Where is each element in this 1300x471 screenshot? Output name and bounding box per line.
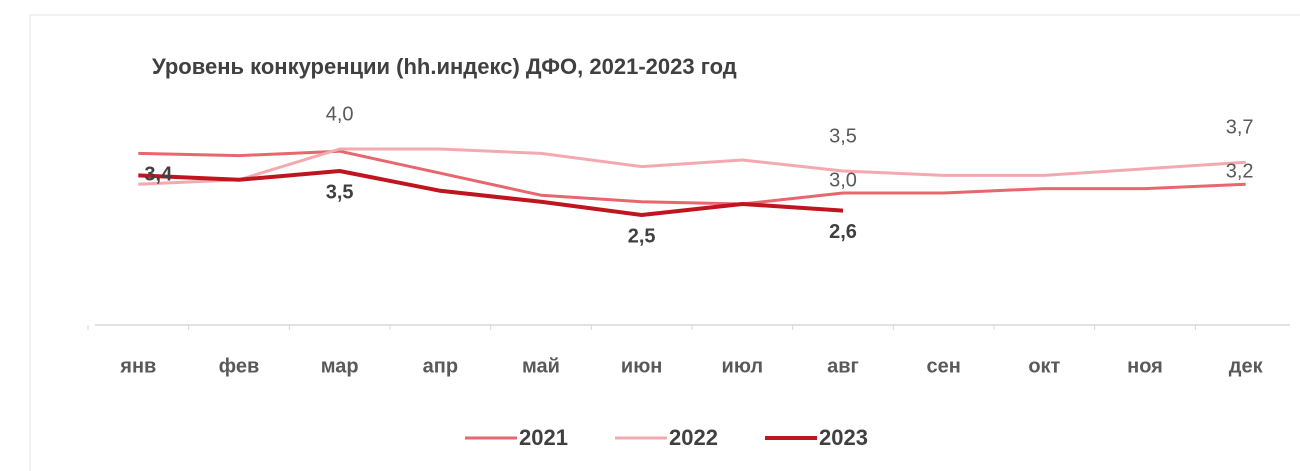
x-tick-label: мар xyxy=(321,355,359,377)
chart-title: Уровень конкуренции (hh.индекс) ДФО, 202… xyxy=(152,54,737,79)
x-tick-label: май xyxy=(522,355,560,377)
x-tick-label: окт xyxy=(1028,355,1060,377)
data-label: 3,5 xyxy=(326,181,354,203)
data-label: 3,0 xyxy=(829,169,857,191)
legend-label: 2021 xyxy=(519,425,568,450)
x-tick-label: авг xyxy=(827,355,859,377)
data-label: 3,7 xyxy=(1226,116,1254,138)
series-line xyxy=(138,149,1246,206)
x-tick-label: июн xyxy=(621,355,662,377)
x-tick-label: янв xyxy=(119,355,156,377)
x-tick-label: апр xyxy=(423,355,458,377)
data-label: 2,5 xyxy=(628,225,656,247)
legend-label: 2022 xyxy=(669,425,718,450)
x-tick-label: дек xyxy=(1229,355,1264,377)
data-label: 4,0 xyxy=(326,103,354,125)
x-tick-label: сен xyxy=(927,355,961,377)
data-label: 3,2 xyxy=(1226,160,1254,182)
x-tick-label: ноя xyxy=(1127,355,1163,377)
series-line xyxy=(138,147,1246,186)
chart-frame xyxy=(29,14,1300,471)
data-label: 2,6 xyxy=(829,221,857,243)
series-line xyxy=(138,169,844,217)
x-tick-label: фев xyxy=(219,355,260,377)
x-tick-label: июл xyxy=(722,355,764,377)
legend-label: 2023 xyxy=(819,425,868,450)
data-label: 3,5 xyxy=(829,125,857,147)
data-label: 3,4 xyxy=(144,164,173,186)
